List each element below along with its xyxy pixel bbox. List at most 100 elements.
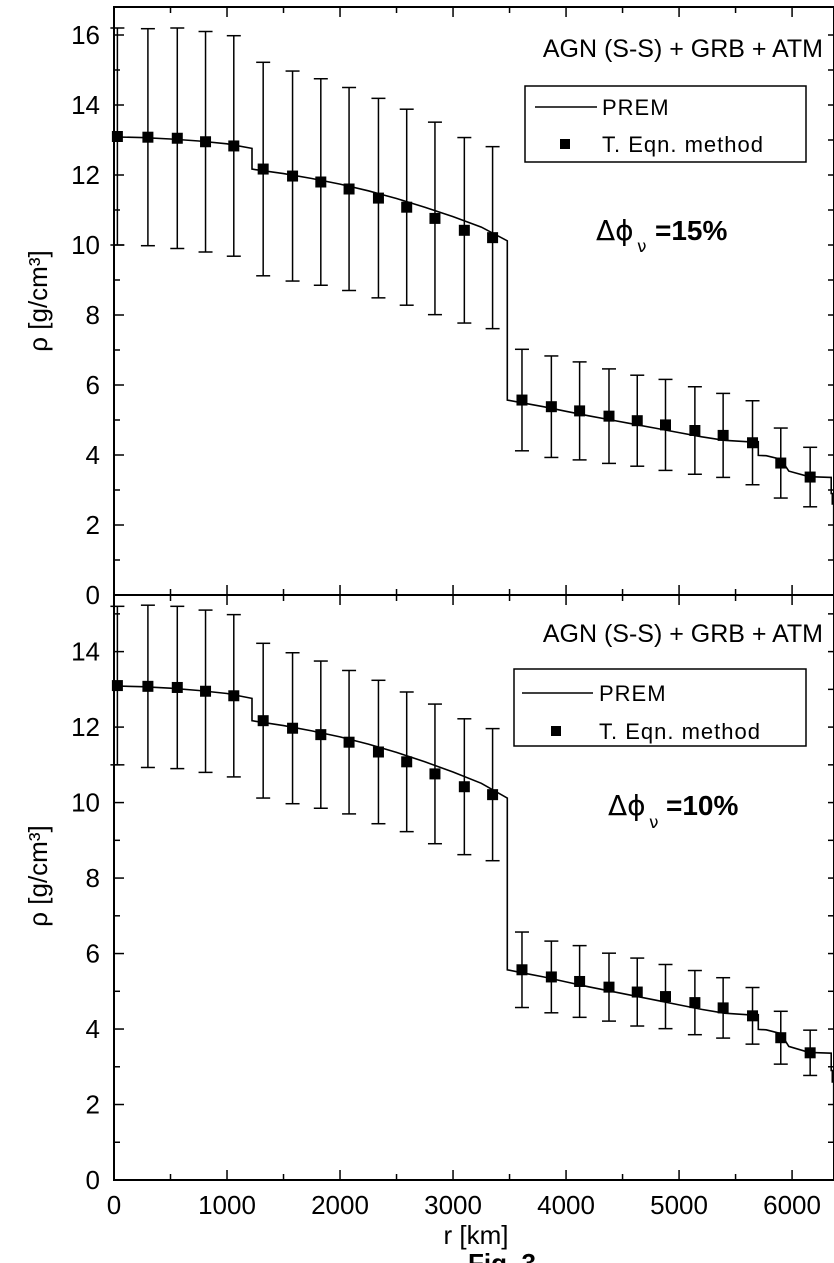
teqn-points-bottom bbox=[110, 604, 818, 1077]
square-marker bbox=[372, 192, 384, 204]
data-point bbox=[485, 145, 500, 330]
data-point bbox=[572, 944, 587, 1019]
square-marker bbox=[659, 991, 671, 1003]
square-marker bbox=[717, 1002, 729, 1014]
data-point bbox=[630, 374, 645, 467]
square-marker bbox=[429, 768, 441, 780]
y-tick-label: 0 bbox=[86, 580, 100, 610]
x-tick-label: 3000 bbox=[424, 1190, 482, 1220]
y-tick-label: 6 bbox=[86, 939, 100, 969]
nu-subscript-bottom: ν bbox=[649, 813, 659, 833]
data-point bbox=[514, 931, 529, 1009]
data-point bbox=[342, 669, 357, 815]
y-tick-label: 8 bbox=[86, 863, 100, 893]
data-point bbox=[313, 660, 328, 809]
square-marker bbox=[257, 163, 269, 175]
legend-label-prem-bottom: PREM bbox=[599, 681, 667, 706]
y-tick-label: 12 bbox=[71, 160, 100, 190]
legend-square-marker-bottom bbox=[551, 726, 561, 736]
square-marker bbox=[111, 131, 123, 142]
legend-box-top bbox=[524, 85, 807, 163]
square-marker bbox=[603, 981, 615, 993]
x-ticks-top bbox=[113, 7, 793, 595]
legend-top: PREM T. Eqn. method bbox=[524, 85, 807, 163]
data-point bbox=[198, 609, 213, 774]
prem-curve bbox=[113, 136, 834, 561]
data-point bbox=[803, 1029, 818, 1077]
y-ticks-top: 0 2 4 6 8 10 12 14 16 bbox=[71, 20, 834, 610]
data-point bbox=[544, 940, 559, 1014]
y-tick-label: 10 bbox=[71, 788, 100, 818]
square-marker bbox=[315, 176, 327, 188]
square-marker bbox=[401, 201, 413, 213]
square-marker bbox=[804, 1047, 816, 1059]
data-point bbox=[514, 348, 529, 452]
square-marker bbox=[287, 170, 299, 182]
square-marker bbox=[142, 131, 154, 143]
data-point bbox=[485, 727, 500, 862]
data-point bbox=[140, 604, 155, 769]
square-marker bbox=[287, 722, 299, 734]
data-point bbox=[544, 355, 559, 459]
square-marker bbox=[111, 680, 123, 692]
legend-label-teqn-bottom: T. Eqn. method bbox=[599, 719, 761, 744]
square-marker bbox=[257, 715, 269, 727]
data-point bbox=[256, 642, 271, 799]
square-marker bbox=[487, 232, 499, 244]
panel-bottom-10-percent: 0 2 4 6 8 10 12 14 ρ [g/cm³] AGN (S-S) + GRB + … bbox=[23, 594, 834, 1195]
y-tick-label: 10 bbox=[71, 230, 100, 260]
square-marker bbox=[747, 437, 759, 449]
data-point bbox=[773, 1010, 788, 1065]
square-marker bbox=[603, 410, 615, 422]
square-marker bbox=[200, 685, 212, 697]
prem-line-bottom bbox=[113, 685, 834, 1143]
data-point bbox=[427, 121, 442, 316]
teqn-points-top bbox=[110, 27, 818, 508]
data-point bbox=[110, 27, 125, 246]
square-marker bbox=[315, 729, 327, 741]
square-marker bbox=[516, 964, 528, 976]
x-tick-labels: 0 1000 2000 3000 4000 5000 6000 bbox=[107, 1190, 821, 1220]
data-point bbox=[457, 136, 472, 324]
y-tick-label: 4 bbox=[86, 440, 100, 470]
delta-phi-symbol-bottom: Δϕ bbox=[608, 789, 646, 822]
data-point bbox=[198, 30, 213, 253]
panel-top-15-percent: 0 2 4 6 8 10 12 14 16 ρ [g/cm³] AGN (S-S) + GRB … bbox=[23, 6, 834, 610]
square-marker bbox=[228, 690, 240, 702]
data-point bbox=[745, 986, 760, 1045]
data-point bbox=[226, 34, 241, 257]
square-marker bbox=[171, 132, 183, 144]
square-marker bbox=[401, 756, 413, 768]
data-point bbox=[170, 27, 185, 250]
data-point bbox=[256, 61, 271, 277]
square-marker bbox=[689, 425, 701, 436]
data-point bbox=[716, 392, 731, 479]
y-tick-label: 2 bbox=[86, 1090, 100, 1120]
square-marker bbox=[343, 183, 355, 195]
data-point bbox=[110, 605, 125, 766]
square-marker bbox=[631, 415, 643, 427]
figure-caption-fragment: Fig. 3 bbox=[468, 1248, 536, 1263]
y-tick-label: 8 bbox=[86, 300, 100, 330]
x-tick-label: 4000 bbox=[537, 1190, 595, 1220]
data-point bbox=[716, 976, 731, 1039]
data-point bbox=[601, 952, 616, 1022]
annotation-agn-grb-atm-top: AGN (S-S) + GRB + ATM bbox=[543, 35, 823, 63]
data-point bbox=[140, 27, 155, 247]
data-point bbox=[630, 957, 645, 1027]
data-point bbox=[399, 108, 414, 306]
y-tick-label: 6 bbox=[86, 370, 100, 400]
delta-phi-annotation-bottom: Δϕ ν =10% bbox=[608, 789, 738, 833]
data-point bbox=[572, 361, 587, 461]
square-marker bbox=[631, 986, 643, 998]
delta-value-bottom: =10% bbox=[666, 790, 738, 821]
data-point bbox=[427, 703, 442, 845]
square-marker bbox=[545, 971, 557, 983]
data-point bbox=[457, 718, 472, 856]
y-tick-label: 4 bbox=[86, 1014, 100, 1044]
y-tick-label: 12 bbox=[71, 712, 100, 742]
nu-subscript-top: ν bbox=[637, 237, 647, 257]
square-marker bbox=[487, 789, 499, 801]
square-marker bbox=[372, 746, 384, 758]
